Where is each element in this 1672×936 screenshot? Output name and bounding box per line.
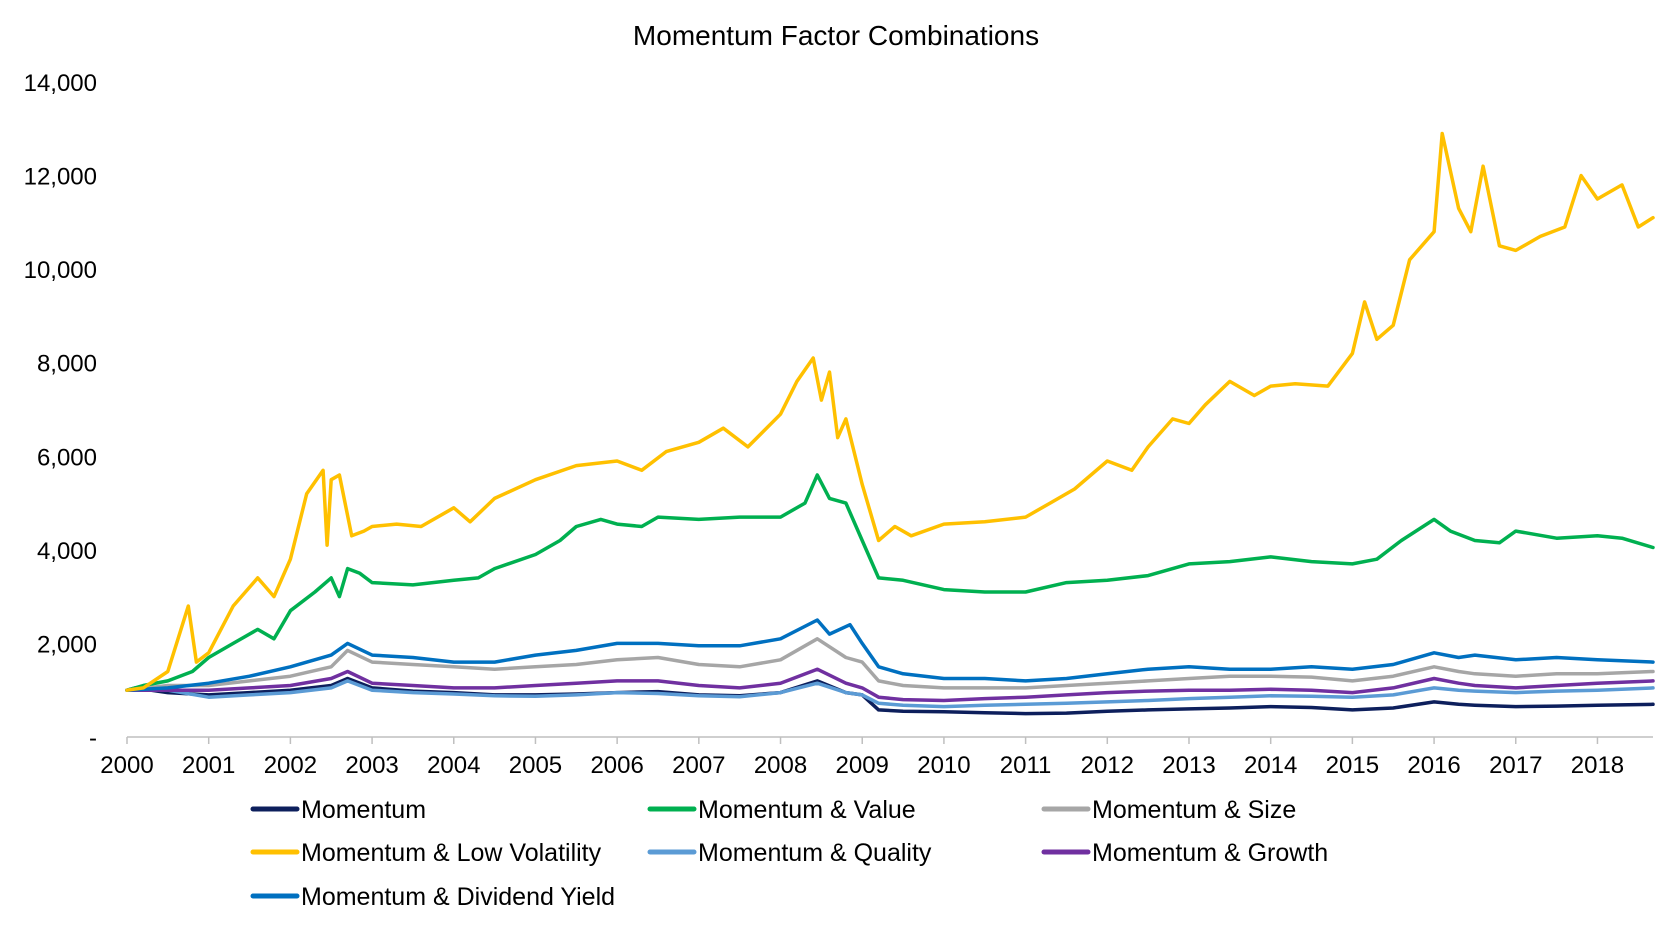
y-tick-label: 10,000	[24, 257, 97, 284]
x-tick-label: 2000	[100, 752, 153, 779]
series-line-momentum-value	[125, 473, 1655, 692]
x-tick-label: 2011	[1000, 752, 1052, 779]
series-line-momentum-dividend-yield	[125, 618, 1655, 692]
series-line-momentum-growth	[125, 667, 1655, 703]
y-tick-label: 8,000	[37, 351, 97, 378]
legend-item: Momentum & Low Volatility	[250, 839, 602, 867]
x-tick-label: 2010	[917, 752, 970, 779]
x-tick-label: 2004	[427, 752, 480, 779]
x-tick-label: 2017	[1489, 752, 1542, 779]
legend-item: Momentum & Quality	[647, 839, 932, 867]
legend-label: Momentum & Dividend Yield	[301, 883, 615, 911]
legend-label: Momentum & Quality	[698, 839, 932, 867]
legend-item: Momentum & Dividend Yield	[250, 883, 615, 911]
series-line-momentum-low-volatility	[125, 131, 1655, 692]
series-line-momentum-size	[125, 637, 1655, 692]
legend-label: Momentum & Growth	[1092, 839, 1328, 867]
legend-label: Momentum & Value	[698, 796, 916, 824]
x-tick-label: 2016	[1407, 752, 1460, 779]
y-tick-label: -	[89, 725, 97, 752]
y-tick-label: 12,000	[24, 164, 97, 191]
x-tick-label: 2014	[1244, 752, 1297, 779]
x-tick-label: 2009	[836, 752, 889, 779]
legend-item: Momentum & Growth	[1041, 839, 1328, 867]
x-tick-label: 2003	[345, 752, 398, 779]
legend-label: Momentum & Size	[1092, 796, 1296, 824]
y-tick-label: 6,000	[37, 444, 97, 471]
legend-item: Momentum	[250, 796, 426, 824]
x-tick-label: 2012	[1081, 752, 1134, 779]
plot-area	[125, 131, 1655, 716]
x-tick-label: 2005	[509, 752, 562, 779]
x-tick-label: 2001	[182, 752, 235, 779]
x-tick-label: 2018	[1571, 752, 1624, 779]
chart-title: Momentum Factor Combinations	[633, 20, 1039, 51]
y-tick-label: 14,000	[24, 70, 97, 97]
x-tick-label: 2006	[590, 752, 643, 779]
x-tick-label: 2002	[264, 752, 317, 779]
x-tick-label: 2015	[1326, 752, 1379, 779]
legend: Momentum Momentum & Value Momentum & Size M…	[250, 796, 1328, 911]
x-tick-label: 2008	[754, 752, 807, 779]
x-tick-label: 2013	[1162, 752, 1215, 779]
series-line-momentum-quality	[125, 679, 1655, 709]
legend-label: Momentum & Low Volatility	[301, 839, 602, 867]
y-tick-label: 4,000	[37, 538, 97, 565]
legend-item: Momentum & Size	[1041, 796, 1296, 824]
x-tick-label: 2007	[672, 752, 725, 779]
y-axis: - 2,000 4,000 6,000 8,000 10,000 12,000 14,000	[24, 70, 97, 752]
x-axis: 2000 2001 2002 2003 2004 2005 2006 2007 2008 2009…	[100, 736, 1653, 779]
legend-label: Momentum	[301, 796, 426, 824]
y-tick-label: 2,000	[37, 631, 97, 658]
legend-item: Momentum & Value	[647, 796, 916, 824]
